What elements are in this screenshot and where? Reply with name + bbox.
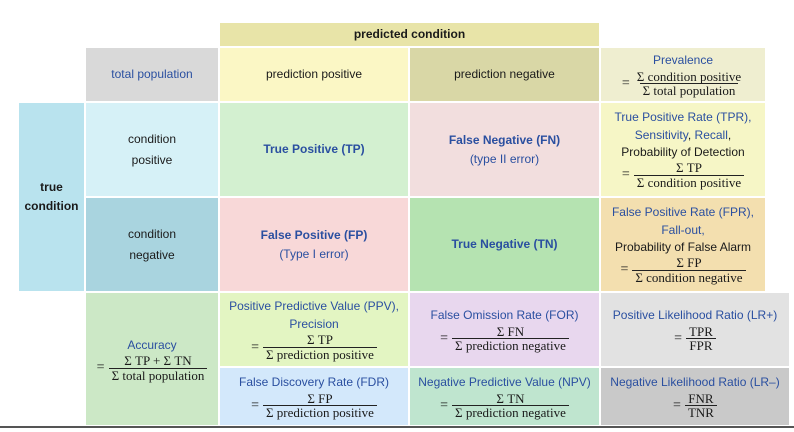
for-cell: False Omission Rate (FOR) = Σ FN Σ predic… [409, 292, 600, 367]
prediction-negative-label: prediction negative [454, 67, 555, 82]
for-formula: = Σ FN Σ prediction negative [440, 325, 569, 353]
predicted-condition-label: predicted condition [353, 27, 466, 42]
accuracy-title: Accuracy [127, 337, 177, 352]
false-positive-label: False Positive (FP) [260, 227, 368, 242]
prevalence-cell: Prevalence = Σ condition positive Σ total… [600, 47, 766, 102]
condition-positive-cell: condition positive [85, 102, 219, 197]
condition-negative-cell: condition negative [85, 197, 219, 292]
fpr-cell: False Positive Rate (FPR), Fall-out, Pro… [600, 197, 766, 292]
fdr-formula: = Σ FP Σ prediction positive [251, 392, 377, 420]
true-condition-line1: true [40, 180, 63, 195]
prediction-positive-cell: prediction positive [219, 47, 409, 102]
accuracy-cell: Accuracy = Σ TP + Σ TN Σ total population [85, 292, 219, 426]
false-positive-cell: False Positive (FP) (Type I error) [219, 197, 409, 292]
false-negative-label: False Negative (FN) [448, 132, 561, 147]
prevalence-formula: = Σ condition positive Σ total population [621, 68, 742, 99]
npv-cell: Negative Predictive Value (NPV) = Σ TN Σ … [409, 367, 600, 426]
predicted-condition-header: predicted condition [219, 22, 600, 47]
total-population-cell: total population [85, 47, 219, 102]
false-negative-cell: False Negative (FN) (type II error) [409, 102, 600, 197]
true-positive-label: True Positive (TP) [263, 142, 365, 157]
false-positive-note: (Type I error) [279, 246, 349, 261]
lr-negative-formula: = FNR TNR [673, 392, 717, 420]
lr-negative-cell: Negative Likelihood Ratio (LR–) = FNR TNR [600, 367, 790, 426]
bottom-divider [0, 426, 794, 428]
prediction-positive-label: prediction positive [265, 67, 363, 82]
true-condition-line2: condition [24, 199, 79, 213]
tpr-formula: = Σ TP Σ condition positive [622, 161, 745, 189]
accuracy-formula: = Σ TP + Σ TN Σ total population [97, 354, 208, 382]
ppv-formula: = Σ TP Σ prediction positive [251, 333, 377, 361]
true-negative-cell: True Negative (TN) [409, 197, 600, 292]
fdr-cell: False Discovery Rate (FDR) = Σ FP Σ predi… [219, 367, 409, 426]
total-population-label: total population [111, 67, 193, 82]
fpr-formula: = Σ FP Σ condition negative [620, 256, 746, 284]
lr-positive-formula: = TPR FPR [674, 325, 716, 353]
prevalence-title: Prevalence [652, 53, 714, 68]
true-condition-side: true condition [18, 102, 85, 292]
true-positive-cell: True Positive (TP) [219, 102, 409, 197]
npv-formula: = Σ TN Σ prediction negative [440, 392, 569, 420]
prediction-negative-cell: prediction negative [409, 47, 600, 102]
lr-positive-cell: Positive Likelihood Ratio (LR+) = TPR FPR [600, 292, 790, 367]
true-negative-label: True Negative (TN) [451, 237, 558, 252]
ppv-cell: Positive Predictive Value (PPV), Precisi… [219, 292, 409, 367]
false-negative-note: (type II error) [469, 151, 540, 166]
tpr-cell: True Positive Rate (TPR), Sensitivity, R… [600, 102, 766, 197]
